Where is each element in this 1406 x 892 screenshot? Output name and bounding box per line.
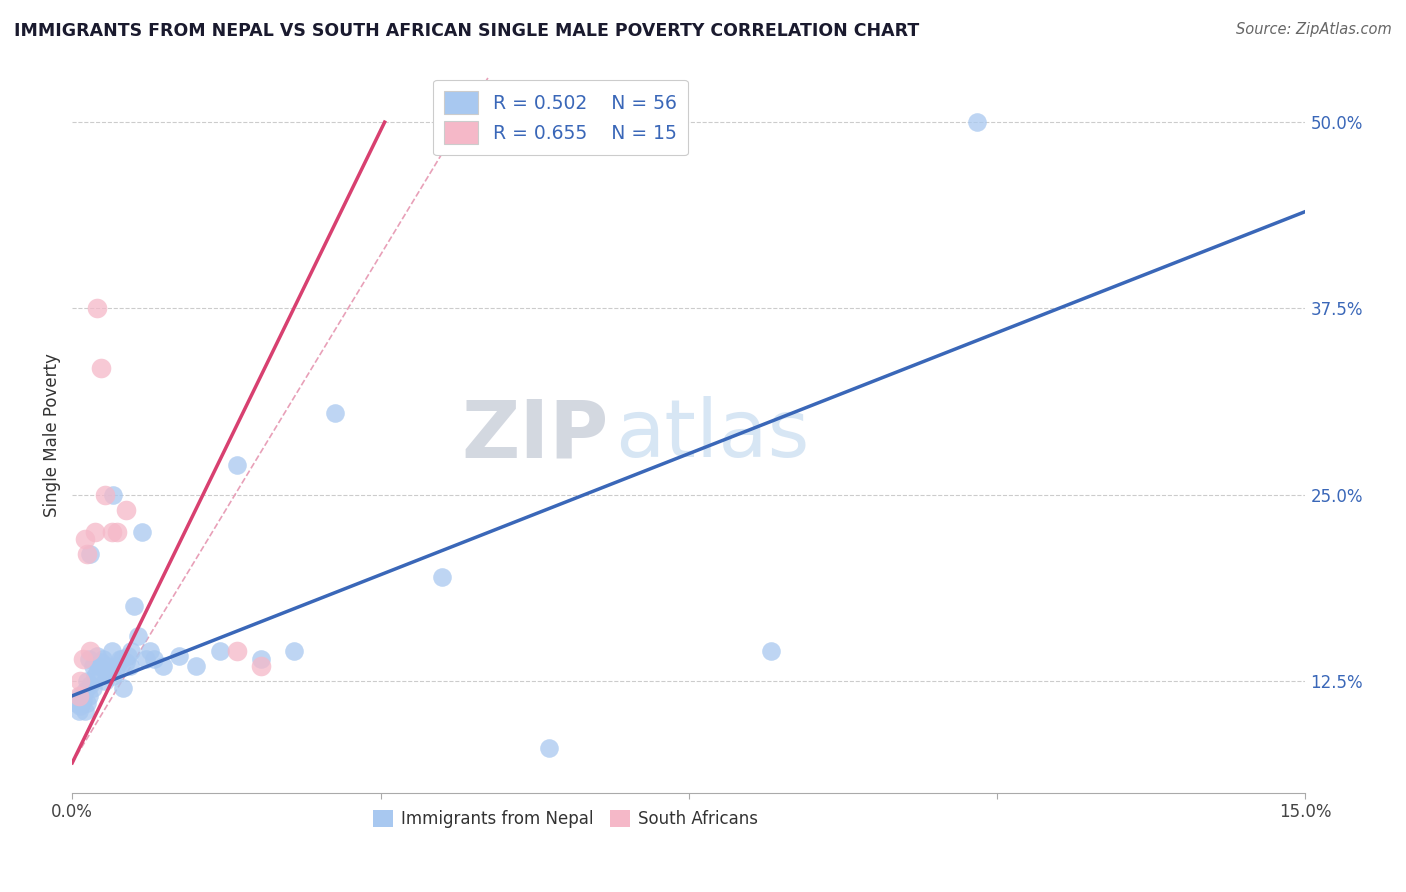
Point bbox=[79, 644, 101, 658]
Point bbox=[107, 524, 129, 539]
Point bbox=[73, 533, 96, 547]
Point bbox=[966, 115, 988, 129]
Point bbox=[139, 644, 162, 658]
Point bbox=[90, 655, 112, 669]
Point bbox=[67, 689, 90, 703]
Point bbox=[76, 673, 98, 688]
Point bbox=[225, 458, 247, 472]
Point bbox=[114, 502, 136, 516]
Point bbox=[96, 659, 118, 673]
Y-axis label: Single Male Poverty: Single Male Poverty bbox=[44, 353, 60, 517]
Point bbox=[759, 644, 782, 658]
Point bbox=[65, 696, 87, 710]
Point bbox=[112, 681, 135, 696]
Point bbox=[72, 651, 94, 665]
Point bbox=[84, 524, 107, 539]
Point bbox=[86, 666, 108, 681]
Point bbox=[104, 664, 127, 678]
Point bbox=[143, 651, 166, 665]
Point bbox=[120, 644, 142, 658]
Text: IMMIGRANTS FROM NEPAL VS SOUTH AFRICAN SINGLE MALE POVERTY CORRELATION CHART: IMMIGRANTS FROM NEPAL VS SOUTH AFRICAN S… bbox=[14, 22, 920, 40]
Point bbox=[167, 648, 190, 663]
Point bbox=[86, 301, 108, 316]
Point bbox=[538, 741, 561, 756]
Point bbox=[76, 547, 98, 561]
Point bbox=[108, 651, 131, 665]
Point bbox=[209, 644, 232, 658]
Point bbox=[70, 696, 93, 710]
Point bbox=[94, 664, 117, 678]
Point bbox=[82, 659, 104, 673]
Point bbox=[225, 644, 247, 658]
Point bbox=[250, 659, 273, 673]
Point bbox=[69, 673, 91, 688]
Point bbox=[107, 659, 129, 673]
Point bbox=[103, 669, 125, 683]
Point bbox=[82, 681, 104, 696]
Text: atlas: atlas bbox=[614, 396, 810, 474]
Point bbox=[114, 655, 136, 669]
Point bbox=[86, 648, 108, 663]
Point bbox=[131, 524, 153, 539]
Point bbox=[77, 689, 100, 703]
Point bbox=[79, 678, 101, 692]
Point bbox=[323, 406, 346, 420]
Point bbox=[127, 629, 149, 643]
Point bbox=[90, 361, 112, 376]
Point bbox=[94, 488, 117, 502]
Legend: Immigrants from Nepal, South Africans: Immigrants from Nepal, South Africans bbox=[366, 803, 765, 834]
Point bbox=[430, 569, 453, 583]
Point bbox=[122, 599, 145, 614]
Point bbox=[73, 684, 96, 698]
Point bbox=[103, 488, 125, 502]
Point bbox=[94, 673, 117, 688]
Point bbox=[135, 651, 157, 665]
Point bbox=[98, 666, 121, 681]
Point bbox=[152, 659, 174, 673]
Point bbox=[100, 644, 122, 658]
Point bbox=[84, 669, 107, 683]
Point bbox=[77, 651, 100, 665]
Point bbox=[110, 651, 132, 665]
Point bbox=[73, 704, 96, 718]
Point bbox=[67, 704, 90, 718]
Point bbox=[283, 644, 305, 658]
Point bbox=[117, 648, 139, 663]
Point bbox=[76, 696, 98, 710]
Point bbox=[184, 659, 207, 673]
Point bbox=[87, 659, 110, 673]
Point bbox=[69, 689, 91, 703]
Point bbox=[69, 699, 91, 714]
Text: Source: ZipAtlas.com: Source: ZipAtlas.com bbox=[1236, 22, 1392, 37]
Point bbox=[118, 659, 141, 673]
Point bbox=[250, 651, 273, 665]
Point bbox=[72, 693, 94, 707]
Text: ZIP: ZIP bbox=[461, 396, 609, 474]
Point bbox=[79, 547, 101, 561]
Point bbox=[100, 524, 122, 539]
Point bbox=[93, 651, 115, 665]
